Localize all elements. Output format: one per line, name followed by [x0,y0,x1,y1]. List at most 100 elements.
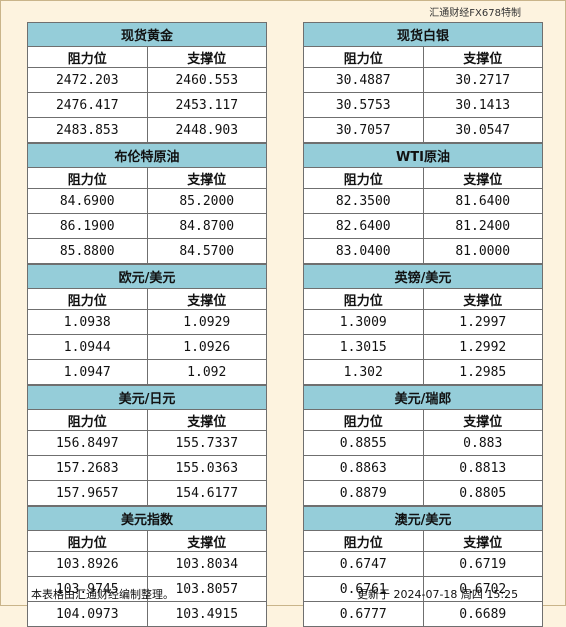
resistance-value: 82.3500 [303,188,424,214]
support-header: 支撑位 [422,530,543,552]
resistance-value: 157.9657 [27,480,148,506]
support-value: 1.2997 [422,309,543,335]
support-header: 支撑位 [422,409,543,431]
resistance-header: 阻力位 [27,530,148,552]
support-value: 1.0929 [146,309,267,335]
resistance-value: 156.8497 [27,430,148,456]
instrument-table-8: 美元/瑞郎 阻力位 支撑位 0.8855 0.883 0.8863 0.8813 0.… [303,385,543,506]
resistance-header: 阻力位 [303,46,424,68]
resistance-value: 103.8926 [27,551,148,577]
support-value: 30.0547 [422,117,543,143]
support-value: 81.6400 [422,188,543,214]
support-value: 154.6177 [146,480,267,506]
right-column: 现货白银 阻力位 支撑位 30.4887 30.2717 30.5753 30.141… [303,22,543,627]
resistance-header: 阻力位 [303,409,424,431]
support-value: 81.0000 [422,238,543,264]
support-value: 0.8805 [422,480,543,506]
resistance-header: 阻力位 [27,167,148,189]
instrument-title: 美元/瑞郎 [303,385,543,410]
support-value: 0.6719 [422,551,543,577]
resistance-header: 阻力位 [303,167,424,189]
support-value: 1.092 [146,359,267,385]
resistance-value: 2476.417 [27,92,148,118]
resistance-value: 0.8879 [303,480,424,506]
support-header: 支撑位 [146,409,267,431]
footer-updated: 更新于 2024-07-18 周四 15:25 [357,588,519,601]
instrument-table-0: 现货黄金 阻力位 支撑位 2472.203 2460.553 2476.417 245… [27,22,267,143]
support-value: 103.4915 [146,601,267,627]
instrument-table-9: 澳元/美元 阻力位 支撑位 0.6747 0.6719 0.6761 0.6702 0… [303,506,543,627]
resistance-value: 82.6400 [303,213,424,239]
brand-label: 汇通财经FX678特制 [429,8,521,19]
support-value: 2448.903 [146,117,267,143]
support-value: 2453.117 [146,92,267,118]
support-value: 103.8057 [146,576,267,602]
support-value: 1.0926 [146,334,267,360]
resistance-header: 阻力位 [303,288,424,310]
resistance-value: 0.8855 [303,430,424,456]
support-header: 支撑位 [146,46,267,68]
support-value: 0.8813 [422,455,543,481]
resistance-value: 1.302 [303,359,424,385]
support-value: 103.8034 [146,551,267,577]
resistance-value: 1.0947 [27,359,148,385]
instrument-table-4: 美元指数 阻力位 支撑位 103.8926 103.8034 103.9745 103… [27,506,267,627]
resistance-value: 157.2683 [27,455,148,481]
instrument-title: 美元/日元 [27,385,267,410]
instrument-table-5: 现货白银 阻力位 支撑位 30.4887 30.2717 30.5753 30.141… [303,22,543,143]
resistance-header: 阻力位 [27,46,148,68]
resistance-value: 1.0938 [27,309,148,335]
resistance-value: 85.8800 [27,238,148,264]
resistance-header: 阻力位 [27,409,148,431]
instrument-title: 英镑/美元 [303,264,543,289]
instrument-title: 美元指数 [27,506,267,531]
instrument-title: 澳元/美元 [303,506,543,531]
resistance-header: 阻力位 [27,288,148,310]
support-header: 支撑位 [146,530,267,552]
left-column: 现货黄金 阻力位 支撑位 2472.203 2460.553 2476.417 245… [27,22,267,627]
support-header: 支撑位 [422,288,543,310]
resistance-value: 104.0973 [27,601,148,627]
resistance-value: 2472.203 [27,67,148,93]
instrument-title: 现货白银 [303,22,543,47]
instrument-title: WTI原油 [303,143,543,168]
footer-note: 本表格由汇通财经编制整理。 [31,588,174,601]
resistance-value: 84.6900 [27,188,148,214]
resistance-value: 30.5753 [303,92,424,118]
support-value: 0.6689 [422,601,543,627]
support-value: 30.2717 [422,67,543,93]
support-value: 85.2000 [146,188,267,214]
instrument-title: 欧元/美元 [27,264,267,289]
support-header: 支撑位 [146,167,267,189]
resistance-value: 30.4887 [303,67,424,93]
support-header: 支撑位 [422,167,543,189]
support-value: 2460.553 [146,67,267,93]
instrument-table-6: WTI原油 阻力位 支撑位 82.3500 81.6400 82.6400 81.24… [303,143,543,264]
support-value: 0.883 [422,430,543,456]
instrument-title: 现货黄金 [27,22,267,47]
instrument-table-3: 美元/日元 阻力位 支撑位 156.8497 155.7337 157.2683 15… [27,385,267,506]
support-header: 支撑位 [422,46,543,68]
instrument-table-1: 布伦特原油 阻力位 支撑位 84.6900 85.2000 86.1900 84.87… [27,143,267,264]
resistance-value: 1.3009 [303,309,424,335]
resistance-value: 2483.853 [27,117,148,143]
resistance-value: 86.1900 [27,213,148,239]
resistance-value: 0.6747 [303,551,424,577]
support-value: 1.2992 [422,334,543,360]
instrument-table-7: 英镑/美元 阻力位 支撑位 1.3009 1.2997 1.3015 1.2992 1… [303,264,543,385]
support-value: 30.1413 [422,92,543,118]
resistance-value: 0.8863 [303,455,424,481]
resistance-value: 83.0400 [303,238,424,264]
support-value: 155.7337 [146,430,267,456]
support-value: 81.2400 [422,213,543,239]
support-value: 155.0363 [146,455,267,481]
resistance-value: 30.7057 [303,117,424,143]
support-value: 84.8700 [146,213,267,239]
resistance-value: 0.6777 [303,601,424,627]
support-value: 1.2985 [422,359,543,385]
resistance-value: 1.0944 [27,334,148,360]
support-value: 0.6702 [422,576,543,602]
support-value: 84.5700 [146,238,267,264]
support-header: 支撑位 [146,288,267,310]
resistance-value: 103.9745 [27,576,148,602]
